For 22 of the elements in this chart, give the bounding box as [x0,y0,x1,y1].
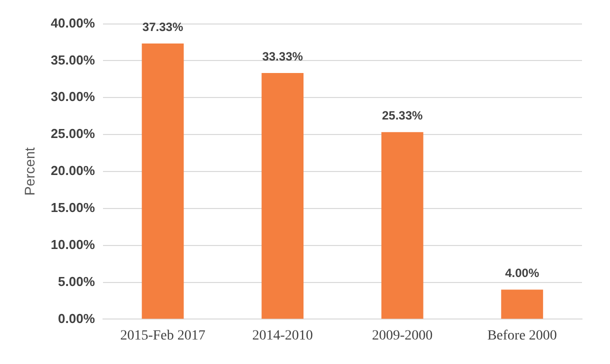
bar [262,73,304,319]
y-tick-label: 5.00% [58,274,96,289]
x-tick-label: 2015-Feb 2017 [120,328,206,344]
y-tick-label: 20.00% [50,163,96,178]
y-tick-label: 25.00% [50,126,96,142]
y-tick-label: 30.00% [50,89,96,104]
x-tick-label: 2014-2010 [252,328,313,344]
bar [501,290,544,319]
y-axis-title: Percent [21,147,38,196]
bar [381,132,424,319]
bar [142,44,184,319]
y-tick-label: 35.00% [50,52,96,68]
data-label: 25.33% [382,108,424,122]
y-tick-label: 0.00% [58,310,96,326]
data-label: 4.00% [505,266,540,280]
y-tick-label: 40.00% [50,15,96,30]
y-tick-label: 10.00% [50,236,96,252]
data-label: 37.33% [142,20,184,34]
x-tick-label: 2009-2000 [372,328,433,344]
x-tick-label: Before 2000 [487,328,557,344]
data-label: 33.33% [262,49,304,64]
y-tick-label: 15.00% [50,200,96,216]
